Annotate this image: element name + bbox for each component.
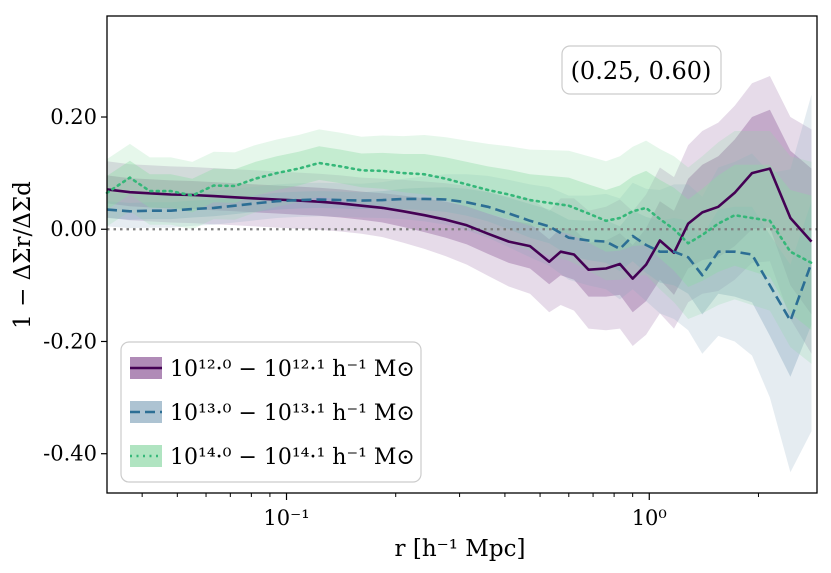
legend: 10¹²·⁰ − 10¹²·¹ h⁻¹ M⊙ 10¹³·⁰ − 10¹³·¹ h⁻…	[120, 341, 422, 483]
confidence-bands	[107, 76, 812, 473]
x-tick-label-2: 10⁰	[632, 506, 667, 530]
series-3-band2	[107, 129, 812, 364]
x-tick-label-1: 10⁻¹	[263, 506, 309, 530]
x-axis-label: r [h⁻¹ Mpc]	[395, 536, 526, 562]
y-tick-label-4: -0.40	[43, 442, 97, 466]
series-lines	[105, 161, 813, 323]
y-tick-label-3: -0.20	[43, 329, 97, 353]
legend-item-3-swatch	[130, 445, 162, 467]
axis-ticks: 0.20 0.00 -0.20 -0.40 10⁻¹ 10⁰	[43, 105, 759, 530]
series-3-line	[105, 161, 813, 265]
series-1-band1	[107, 109, 812, 315]
series-1-band2	[107, 76, 812, 354]
legend-item-3-label: 10¹⁴·⁰ − 10¹⁴·¹ h⁻¹ M⊙	[170, 445, 415, 470]
series-2-band1	[107, 187, 812, 377]
legend-item-1-label: 10¹²·⁰ − 10¹²·¹ h⁻¹ M⊙	[170, 357, 415, 382]
y-tick-label-1: 0.20	[50, 105, 97, 129]
annotation-box: (0.25, 0.60)	[561, 45, 722, 95]
y-axis-label: 1 − ΔΣr/ΔΣd	[10, 181, 36, 329]
legend-item-2-label: 10¹³·⁰ − 10¹³·¹ h⁻¹ M⊙	[170, 401, 415, 426]
series-3-band1	[107, 146, 812, 331]
series-2-band2	[107, 94, 812, 473]
series-2-line	[106, 197, 813, 323]
series-1-line	[106, 167, 813, 280]
y-tick-label-2: 0.00	[50, 217, 97, 241]
annotation-text: (0.25, 0.60)	[571, 57, 712, 85]
plot-frame	[106, 15, 818, 494]
